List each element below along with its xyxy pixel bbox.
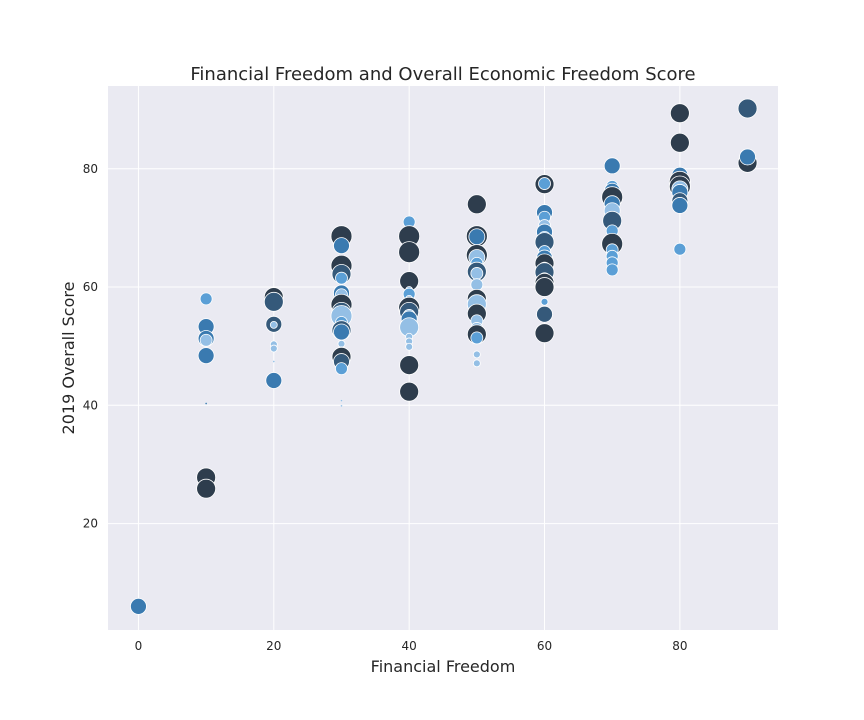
data-point (199, 292, 213, 306)
x-tick-label: 0 (135, 639, 143, 653)
data-point (340, 404, 343, 408)
data-point (669, 103, 690, 124)
plot-area (108, 86, 778, 630)
y-axis-label: 2019 Overall Score (59, 282, 78, 435)
data-point (130, 597, 147, 615)
data-point (669, 132, 690, 153)
data-point (605, 263, 619, 277)
x-tick-label: 20 (266, 639, 281, 653)
data-point (265, 372, 283, 389)
data-point (405, 342, 414, 351)
data-point (472, 359, 481, 368)
x-axis-label: Financial Freedom (371, 657, 516, 676)
y-tick-label: 40 (83, 398, 98, 412)
data-point (470, 331, 484, 345)
data-point (263, 291, 284, 312)
data-point (472, 350, 481, 359)
data-point (603, 157, 621, 175)
x-tick-label: 60 (537, 639, 552, 653)
data-point (671, 197, 689, 214)
data-point (333, 237, 350, 255)
data-point (196, 478, 217, 499)
data-point (199, 333, 213, 347)
x-tick-labels: 0 20 40 60 80 (135, 639, 688, 653)
y-tick-labels: 20 40 60 80 (83, 162, 98, 531)
chart-title: Financial Freedom and Overall Economic F… (190, 64, 695, 85)
y-tick-label: 20 (83, 517, 98, 531)
data-point (399, 355, 420, 375)
data-point (269, 320, 278, 329)
data-point (673, 242, 687, 256)
data-point (466, 194, 487, 215)
data-point (538, 177, 551, 190)
data-point (468, 228, 486, 246)
data-point (398, 241, 421, 264)
data-point (340, 399, 343, 402)
data-point (470, 278, 484, 292)
x-tick-label: 40 (402, 639, 417, 653)
data-point (333, 323, 350, 341)
data-point (272, 360, 275, 363)
data-point (269, 344, 278, 353)
data-point (534, 277, 555, 297)
y-tick-label: 60 (83, 280, 98, 294)
data-point (337, 339, 346, 348)
data-point (739, 148, 756, 166)
data-point (534, 323, 555, 344)
data-point (470, 267, 484, 280)
data-point (399, 381, 420, 402)
y-tick-label: 80 (83, 162, 98, 176)
data-points (130, 98, 758, 615)
data-point (335, 362, 348, 376)
data-point (540, 297, 549, 306)
data-point (197, 347, 215, 365)
data-point (536, 305, 553, 323)
data-point (204, 402, 208, 405)
data-point (335, 271, 348, 285)
x-tick-label: 80 (672, 639, 687, 653)
data-point (737, 98, 758, 119)
